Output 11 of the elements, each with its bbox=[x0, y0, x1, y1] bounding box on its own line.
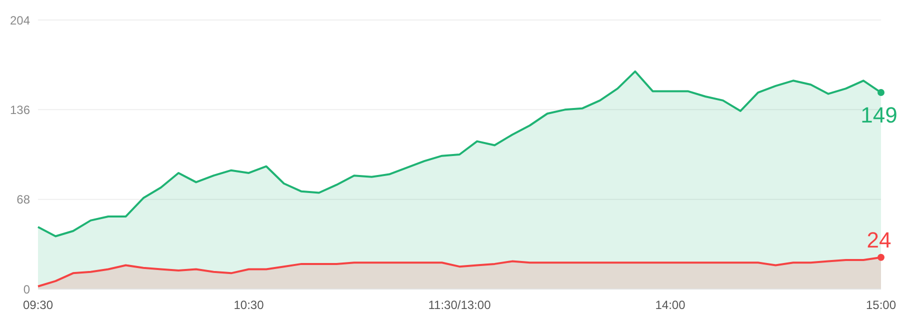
x-tick-label: 11:30/13:00 bbox=[428, 298, 492, 312]
y-tick-label: 204 bbox=[10, 13, 30, 28]
x-tick-label: 14:00 bbox=[655, 298, 686, 312]
y-tick-label: 0 bbox=[23, 282, 30, 296]
y-tick-label: 68 bbox=[16, 192, 30, 207]
data-label: 149 bbox=[860, 102, 898, 128]
x-tick-label: 09:30 bbox=[22, 298, 54, 312]
x-tick-label: 10:30 bbox=[234, 298, 264, 312]
y-tick-label: 136 bbox=[10, 102, 30, 117]
x-tick-label: 15:00 bbox=[866, 298, 896, 312]
data-label: 24 bbox=[866, 227, 892, 252]
